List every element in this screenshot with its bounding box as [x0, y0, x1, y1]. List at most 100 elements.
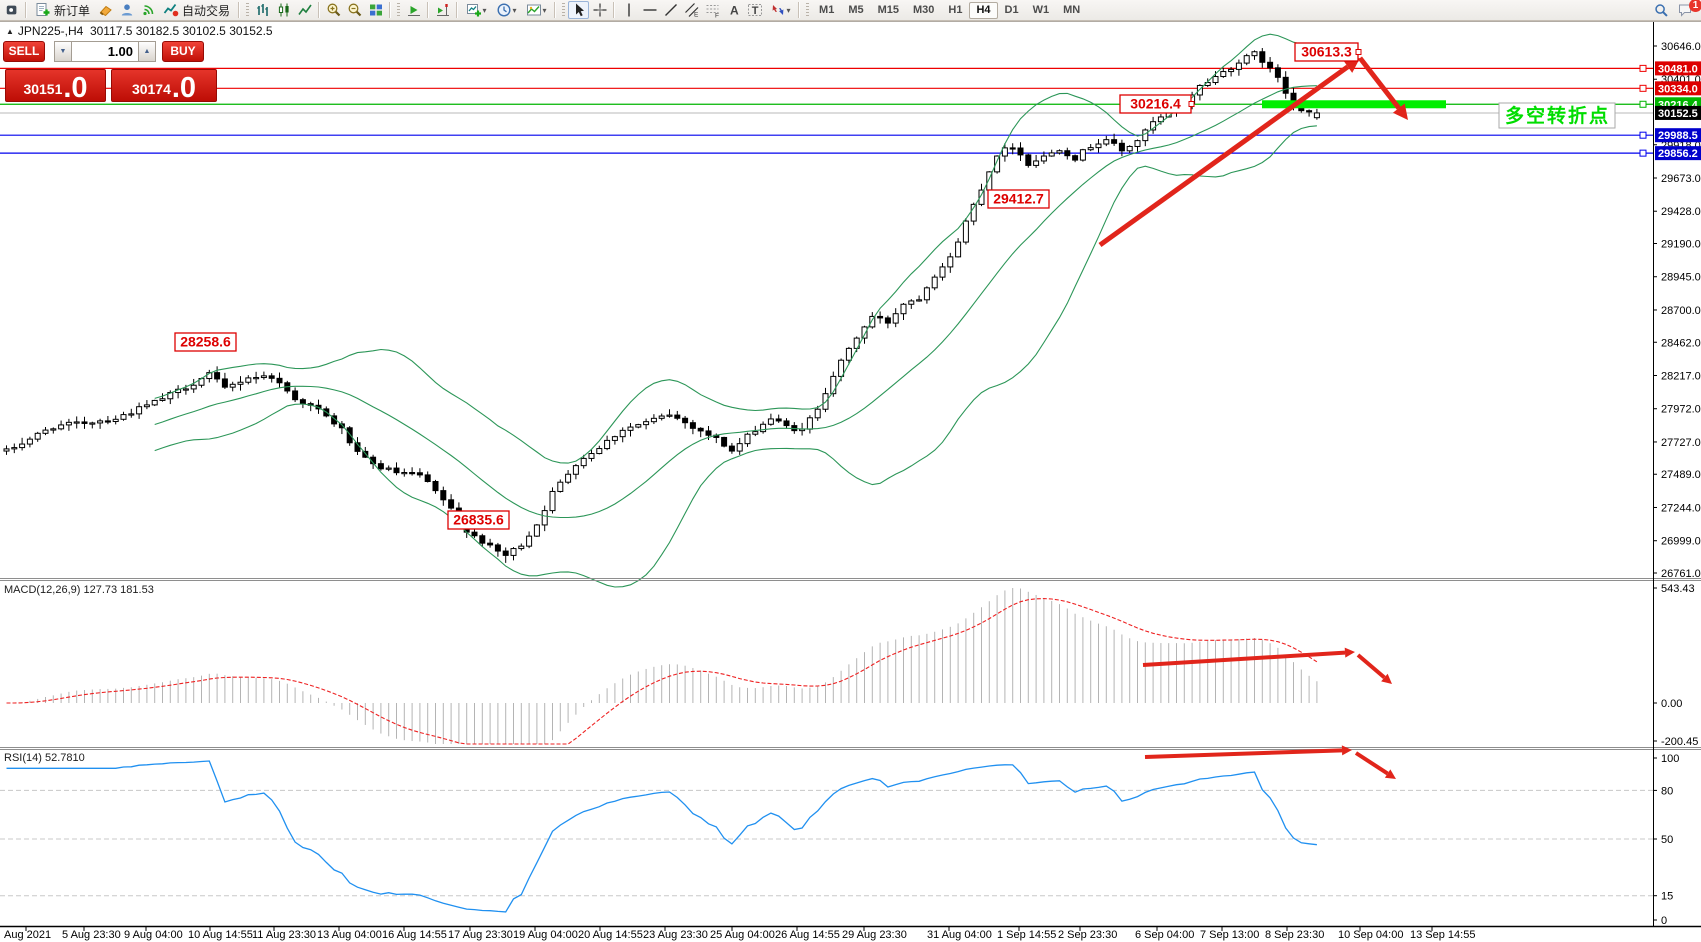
candlestick-chart-icon[interactable] — [273, 1, 294, 19]
trend-arrow-macd[interactable] — [1356, 653, 1392, 684]
trend-arrow-main[interactable] — [1358, 56, 1408, 120]
note-annotation[interactable]: 多空转折点 — [1498, 102, 1616, 129]
timeframe-button-W1[interactable]: W1 — [1026, 2, 1057, 19]
price-badge-29988.5: 29988.5 — [1655, 128, 1701, 143]
chart-shift-icon[interactable] — [432, 1, 453, 19]
sell-button[interactable]: SELL — [3, 41, 45, 62]
date-label: 17 Aug 23:30 — [448, 929, 513, 941]
hline-handle[interactable] — [1639, 149, 1647, 157]
volume-input[interactable] — [72, 41, 138, 62]
macd-scale-label: 543.43 — [1661, 583, 1695, 595]
price-tick-label: 27727.0 — [1661, 437, 1701, 449]
periods-icon[interactable]: ▾ — [491, 1, 521, 19]
channel-icon[interactable]: E — [681, 1, 702, 19]
new-order-label: 新订单 — [54, 3, 91, 18]
ask-price-tile[interactable]: 30174 .0 — [111, 69, 217, 105]
ask-price: 30174 — [131, 81, 171, 97]
price-annotation-29412.7[interactable]: 29412.7 — [987, 189, 1050, 209]
price-badge-29856.2: 29856.2 — [1655, 146, 1701, 161]
timeframe-button-M30[interactable]: M30 — [906, 2, 941, 19]
macd-histogram — [13, 588, 1318, 744]
price-tick-label: 30646.0 — [1661, 41, 1701, 53]
spin-up-icon: ▲ — [143, 48, 151, 55]
bar-chart-icon[interactable] — [252, 1, 273, 19]
price-annotation-30613.3[interactable]: 30613.3 — [1294, 42, 1362, 62]
zoom-in-icon[interactable] — [323, 1, 344, 19]
highlight-band[interactable] — [1262, 100, 1446, 109]
line-chart-icon[interactable] — [294, 1, 315, 19]
signals-icon[interactable] — [137, 1, 158, 19]
hline-handle[interactable] — [1639, 131, 1647, 139]
fibonacci-icon[interactable]: F — [702, 1, 723, 19]
trend-arrow-rsi[interactable] — [1144, 745, 1352, 759]
price-annotation-26835.6[interactable]: 26835.6 — [447, 510, 510, 530]
autotrading-button[interactable]: 自动交易 — [158, 1, 235, 19]
symbol-ohlc-text: JPN225-,H4 30117.5 30182.5 30102.5 30152… — [17, 24, 273, 38]
volume-increase-button[interactable]: ▲ — [138, 41, 156, 62]
chevron-down-icon: ▾ — [786, 5, 791, 15]
crosshair-icon[interactable] — [589, 1, 610, 19]
text-label-icon[interactable]: T — [744, 1, 765, 19]
ask-price-fraction: .0 — [171, 72, 197, 105]
left-edge-icon[interactable] — [1, 1, 22, 19]
date-label: 13 Sep 14:55 — [1410, 929, 1475, 941]
text-icon[interactable]: A — [723, 1, 744, 19]
timeframe-group: M1 M5 M15 M30 H1 H4 D1 W1 MN — [812, 1, 1087, 19]
chat-icon[interactable]: 1 — [1672, 0, 1701, 19]
hline-handle[interactable] — [1639, 84, 1647, 92]
new-order-button[interactable]: 新订单 — [30, 1, 95, 19]
svg-text:T: T — [751, 5, 758, 17]
timeframe-button-H1[interactable]: H1 — [941, 2, 969, 19]
svg-text:26835.6: 26835.6 — [453, 512, 504, 528]
notification-badge[interactable]: 1 — [1689, 0, 1701, 12]
zoom-out-icon[interactable] — [344, 1, 365, 19]
profile-icon[interactable] — [116, 1, 137, 19]
search-icon[interactable] — [1651, 1, 1672, 19]
hline-handle[interactable] — [1639, 64, 1647, 72]
buy-button[interactable]: BUY — [162, 41, 204, 62]
timeframe-button-M5[interactable]: M5 — [841, 2, 870, 19]
bid-price-fraction: .0 — [63, 72, 88, 105]
arrows-icon[interactable]: ▾ — [765, 1, 795, 19]
highlighter-icon[interactable] — [95, 1, 116, 19]
trend-arrow-rsi[interactable] — [1354, 751, 1396, 779]
date-label: 1 Sep 14:55 — [997, 929, 1056, 941]
date-label: 5 Aug 23:30 — [62, 929, 121, 941]
trend-arrow-main[interactable] — [1098, 58, 1360, 248]
rsi-scale-label: 15 — [1661, 891, 1673, 903]
timeframe-button-H4[interactable]: H4 — [969, 1, 998, 19]
rsi-scale-label: 50 — [1661, 834, 1673, 846]
trend-arrow-macd[interactable] — [1142, 647, 1355, 667]
vertical-line-icon[interactable] — [618, 1, 639, 19]
timeframe-button-MN[interactable]: MN — [1056, 2, 1087, 19]
svg-text:30334.0: 30334.0 — [1658, 83, 1698, 95]
date-label: 31 Aug 04:00 — [927, 929, 992, 941]
date-label: 7 Sep 13:00 — [1200, 929, 1259, 941]
svg-text:A: A — [730, 4, 739, 18]
date-label: 16 Aug 14:55 — [382, 929, 447, 941]
timeframe-button-M1[interactable]: M1 — [812, 2, 841, 19]
timeframe-button-D1[interactable]: D1 — [998, 2, 1026, 19]
price-tick-label: 28945.0 — [1661, 272, 1701, 284]
rsi-line — [6, 760, 1317, 913]
price-annotation-30216.4[interactable]: 30216.4 — [1119, 94, 1195, 114]
tile-windows-icon[interactable] — [365, 1, 386, 19]
templates-icon[interactable]: ▾ — [521, 1, 551, 19]
trendline-icon[interactable] — [660, 1, 681, 19]
auto-scroll-icon[interactable] — [403, 1, 424, 19]
collapse-arrow-icon[interactable]: ▲ — [6, 27, 14, 36]
volume-decrease-button[interactable]: ▼ — [54, 41, 72, 62]
bid-price-tile[interactable]: 30151 .0 — [5, 69, 106, 105]
new-chart-icon[interactable]: ▾ — [461, 1, 491, 19]
cursor-icon[interactable] — [568, 1, 590, 19]
autotrading-label: 自动交易 — [182, 3, 231, 18]
horizontal-line-icon[interactable] — [639, 1, 660, 19]
price-annotation-28258.6[interactable]: 28258.6 — [174, 332, 237, 352]
price-tick-label: 28462.0 — [1661, 337, 1701, 349]
timeframe-button-M15[interactable]: M15 — [871, 2, 906, 19]
autotrading-icon — [163, 3, 179, 17]
price-badge-30481.0: 30481.0 — [1655, 61, 1701, 76]
macd-scale-label: -200.45 — [1661, 736, 1698, 748]
hline-handle[interactable] — [1639, 100, 1647, 108]
